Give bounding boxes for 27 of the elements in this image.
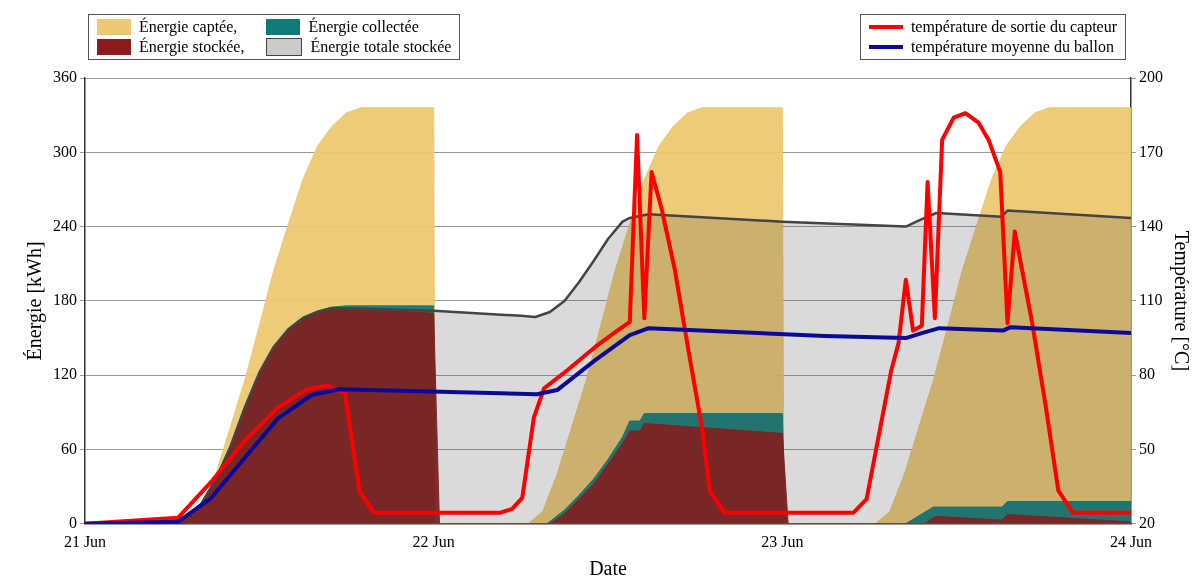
legend-label: Énergie captée, <box>139 18 238 36</box>
y-tick-label: 180 <box>53 291 77 309</box>
x-tick-label: 21 Jun <box>63 532 107 550</box>
y2-tick-label: 170 <box>1139 142 1163 160</box>
y2-axis-title: Température [°C] <box>1169 230 1193 372</box>
x-tick-label: 24 Jun <box>1109 532 1153 550</box>
legend-label: température de sortie du capteur <box>910 18 1117 36</box>
y-axis-title: Énergie [kWh] <box>23 241 47 361</box>
legend-label: Énergie stockée, <box>139 38 245 56</box>
y2-tick-label: 20 <box>1139 514 1155 531</box>
y2-tick-label: 50 <box>1139 439 1155 457</box>
y-tick-label: 360 <box>53 68 77 86</box>
y-tick-label: 300 <box>53 142 77 160</box>
y-tick-label: 0 <box>69 514 77 531</box>
x-axis-title: Date <box>589 557 627 580</box>
y-tick-label: 120 <box>53 365 77 383</box>
x-tick-label: 23 Jun <box>761 532 804 550</box>
y-tick-label: 60 <box>61 439 77 457</box>
y-tick-label: 240 <box>53 216 77 234</box>
legend-label: Énergie collectée <box>308 18 419 36</box>
y2-tick-label: 200 <box>1139 68 1163 86</box>
x-tick-label: 22 Jun <box>412 532 455 550</box>
y2-tick-label: 80 <box>1139 365 1155 383</box>
y2-tick-label: 110 <box>1139 291 1163 309</box>
legend-label: température moyenne du ballon <box>910 38 1114 56</box>
legend-label: Énergie totale stockée <box>310 38 452 56</box>
y2-tick-label: 140 <box>1139 216 1163 234</box>
